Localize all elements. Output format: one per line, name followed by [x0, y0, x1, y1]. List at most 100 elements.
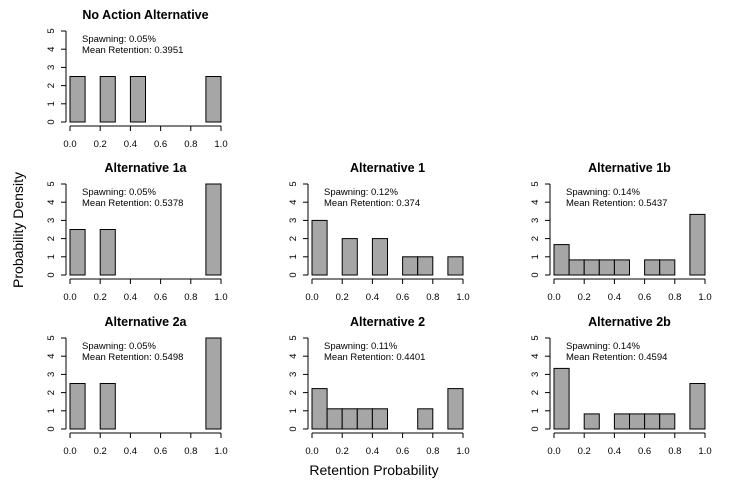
- panel-annotation: Spawning: 0.12%: [324, 187, 398, 198]
- y-tick-label: 2: [530, 236, 541, 241]
- x-tick-label: 0.6: [638, 446, 651, 457]
- histogram-panel: No Action Alternative Spawning: 0.05%Mean…: [46, 8, 228, 150]
- histogram-bar: [689, 213, 706, 276]
- histogram-bar: [583, 413, 600, 430]
- y-tick-label: 0: [530, 272, 541, 277]
- histogram-bar: [205, 76, 222, 123]
- panel-annotation: Spawning: 0.14%: [566, 187, 640, 198]
- panel-title: Alternative 2a: [105, 315, 188, 329]
- x-tick-label: 1.0: [698, 446, 711, 457]
- x-tick-label: 1.0: [456, 446, 469, 457]
- y-tick-label: 1: [46, 254, 57, 259]
- x-tick-label: 0.6: [396, 446, 409, 457]
- histogram-bar: [417, 408, 434, 430]
- x-tick-label: 0.0: [63, 446, 76, 457]
- y-tick-label: 2: [288, 390, 299, 395]
- histogram-bar: [613, 413, 631, 430]
- y-tick-label: 1: [530, 408, 541, 413]
- x-tick-label: 0.4: [608, 292, 621, 303]
- y-tick-label: 1: [46, 101, 57, 106]
- x-tick-label: 0.0: [305, 292, 318, 303]
- panel-title: Alternative 1a: [105, 161, 188, 175]
- panel-annotation: Mean Retention: 0.4401: [324, 352, 425, 363]
- histogram-bar: [311, 388, 328, 430]
- y-tick-label: 5: [46, 181, 57, 186]
- histogram-panel: Alternative 1a Spawning: 0.05%Mean Retent…: [46, 161, 228, 303]
- x-tick-label: 1.0: [214, 292, 227, 303]
- x-tick-label: 0.8: [426, 292, 439, 303]
- panel-title: Alternative 1b: [588, 161, 671, 175]
- x-tick-label: 0.0: [63, 139, 76, 150]
- histogram-bar: [69, 76, 86, 123]
- y-tick-label: 0: [46, 272, 57, 277]
- y-tick-label: 5: [288, 335, 299, 340]
- histogram-bar: [659, 259, 676, 276]
- histogram-bar: [371, 238, 388, 276]
- histogram-bar: [553, 244, 570, 276]
- histogram-bar: [371, 408, 388, 430]
- y-tick-label: 3: [288, 218, 299, 223]
- histogram-bar: [644, 259, 661, 276]
- y-tick-label: 5: [530, 335, 541, 340]
- histogram-bar: [311, 219, 328, 276]
- x-tick-label: 0.2: [578, 446, 591, 457]
- y-tick-label: 1: [288, 408, 299, 413]
- y-tick-label: 4: [288, 354, 299, 359]
- histogram-panel: Alternative 2 Spawning: 0.11%Mean Retenti…: [288, 315, 470, 457]
- panel-title: Alternative 2b: [588, 315, 671, 329]
- histogram-bar: [598, 259, 615, 276]
- x-tick-label: 0.6: [154, 139, 167, 150]
- y-tick-label: 4: [530, 354, 541, 359]
- y-tick-label: 1: [288, 254, 299, 259]
- histogram-bar: [205, 337, 222, 430]
- x-tick-label: 0.8: [184, 446, 197, 457]
- panel-title: Alternative 1: [350, 161, 425, 175]
- y-tick-label: 5: [530, 181, 541, 186]
- x-tick-label: 0.8: [426, 446, 439, 457]
- x-tick-label: 0.6: [154, 292, 167, 303]
- x-tick-label: 0.8: [668, 446, 681, 457]
- y-tick-label: 4: [46, 200, 57, 205]
- panel-title: Alternative 2: [350, 315, 425, 329]
- y-tick-label: 5: [46, 28, 57, 33]
- panel-annotation: Mean Retention: 0.5378: [82, 198, 183, 209]
- x-tick-label: 0.0: [305, 446, 318, 457]
- histogram-bar: [99, 383, 116, 430]
- x-tick-label: 0.4: [124, 292, 137, 303]
- y-tick-label: 0: [46, 426, 57, 431]
- histogram-bar: [447, 388, 464, 430]
- y-tick-label: 3: [46, 65, 57, 70]
- histogram-bar: [69, 229, 86, 276]
- panel-annotation: Mean Retention: 0.3951: [82, 45, 183, 56]
- x-tick-label: 0.4: [366, 292, 379, 303]
- y-tick-label: 1: [46, 408, 57, 413]
- histogram-bar: [629, 413, 646, 430]
- histogram-panel: Alternative 1 Spawning: 0.12%Mean Retenti…: [288, 161, 470, 303]
- y-tick-label: 3: [46, 372, 57, 377]
- y-tick-label: 5: [46, 335, 57, 340]
- x-tick-label: 0.0: [547, 292, 560, 303]
- y-tick-label: 4: [288, 200, 299, 205]
- histogram-panel: Alternative 2b Spawning: 0.14%Mean Retent…: [530, 315, 712, 457]
- x-tick-label: 0.8: [668, 292, 681, 303]
- histogram-bar: [568, 259, 585, 276]
- x-tick-label: 1.0: [456, 292, 469, 303]
- x-tick-label: 0.8: [184, 139, 197, 150]
- x-tick-label: 1.0: [698, 292, 711, 303]
- x-tick-label: 0.6: [154, 446, 167, 457]
- y-tick-label: 3: [288, 372, 299, 377]
- histogram-bar: [129, 76, 146, 123]
- x-tick-label: 0.2: [94, 292, 107, 303]
- panel-annotation: Spawning: 0.05%: [82, 187, 156, 198]
- x-tick-label: 1.0: [214, 139, 227, 150]
- y-tick-label: 3: [46, 218, 57, 223]
- panel-annotation: Mean Retention: 0.374: [324, 198, 420, 209]
- histogram-bar: [553, 367, 570, 430]
- x-tick-label: 0.0: [63, 292, 76, 303]
- x-tick-label: 0.4: [124, 446, 137, 457]
- x-tick-label: 0.6: [638, 292, 651, 303]
- y-tick-label: 4: [530, 200, 541, 205]
- histogram-bar: [417, 256, 434, 276]
